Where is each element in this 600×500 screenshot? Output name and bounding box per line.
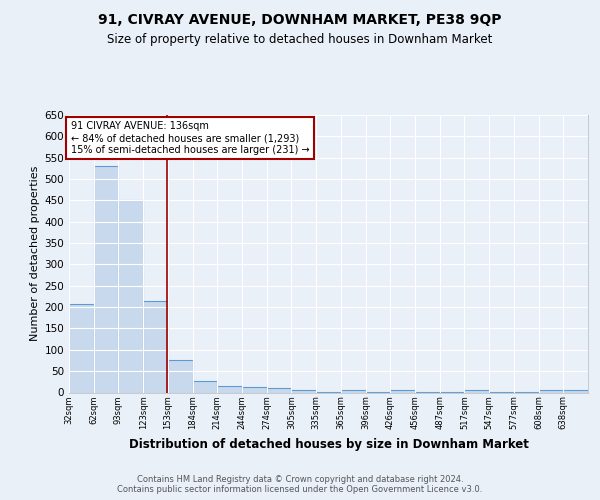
Text: 91 CIVRAY AVENUE: 136sqm
← 84% of detached houses are smaller (1,293)
15% of sem: 91 CIVRAY AVENUE: 136sqm ← 84% of detach…	[71, 122, 309, 154]
Bar	[563, 390, 588, 392]
Bar	[94, 166, 118, 392]
Bar	[292, 390, 316, 392]
Bar	[242, 387, 267, 392]
Bar	[217, 386, 242, 392]
Bar	[193, 382, 217, 392]
Bar	[341, 390, 365, 392]
X-axis label: Distribution of detached houses by size in Downham Market: Distribution of detached houses by size …	[128, 438, 529, 450]
Text: Contains HM Land Registry data © Crown copyright and database right 2024.
Contai: Contains HM Land Registry data © Crown c…	[118, 474, 482, 494]
Text: Size of property relative to detached houses in Downham Market: Size of property relative to detached ho…	[107, 32, 493, 46]
Y-axis label: Number of detached properties: Number of detached properties	[30, 166, 40, 342]
Bar	[168, 360, 193, 392]
Bar	[267, 388, 292, 392]
Bar	[390, 390, 415, 392]
Bar	[539, 390, 563, 392]
Bar	[143, 300, 168, 392]
Bar	[464, 390, 489, 392]
Text: 91, CIVRAY AVENUE, DOWNHAM MARKET, PE38 9QP: 91, CIVRAY AVENUE, DOWNHAM MARKET, PE38 …	[98, 12, 502, 26]
Bar	[69, 304, 94, 392]
Bar	[118, 200, 143, 392]
